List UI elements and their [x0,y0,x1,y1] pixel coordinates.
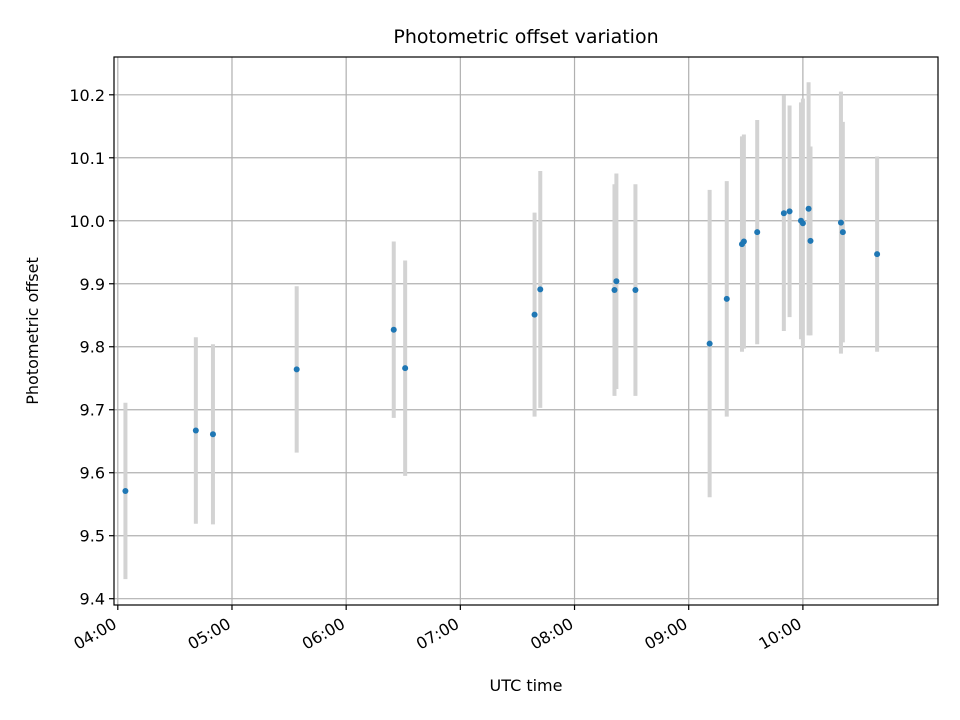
data-point [390,326,397,333]
data-point [531,311,538,318]
y-tick-label: 10.1 [69,149,105,168]
data-point [122,487,129,494]
y-tick-label: 9.9 [80,275,105,294]
data-point [613,278,620,285]
y-tick-label: 9.6 [80,464,105,483]
data-point [780,210,787,217]
plot-area-frame [113,56,939,606]
data-point [706,340,713,347]
y-tick-label: 9.4 [80,590,105,609]
data-point [632,287,639,294]
data-point [754,229,761,236]
data-point [799,220,806,227]
data-point [537,286,544,293]
chart-title: Photometric offset variation [393,26,658,48]
x-axis-title: UTC time [490,676,563,695]
data-point [293,366,300,373]
y-axis-title: Photometric offset [23,257,42,405]
data-point [807,237,814,244]
data-point [402,365,409,372]
data-point [786,208,793,215]
y-tick-label: 9.7 [80,401,105,420]
y-tick-label: 10.0 [69,212,105,231]
data-point [611,287,618,294]
data-points [122,205,881,494]
data-point [209,431,216,438]
data-point [805,205,812,212]
data-point [723,295,730,302]
y-tick-label: 9.8 [80,338,105,357]
data-point [837,219,844,226]
y-tick-label: 10.2 [69,86,105,105]
data-point [740,238,747,245]
data-point [874,251,881,258]
data-point [192,427,199,434]
y-tick-label: 9.5 [80,527,105,546]
data-point [839,229,846,236]
